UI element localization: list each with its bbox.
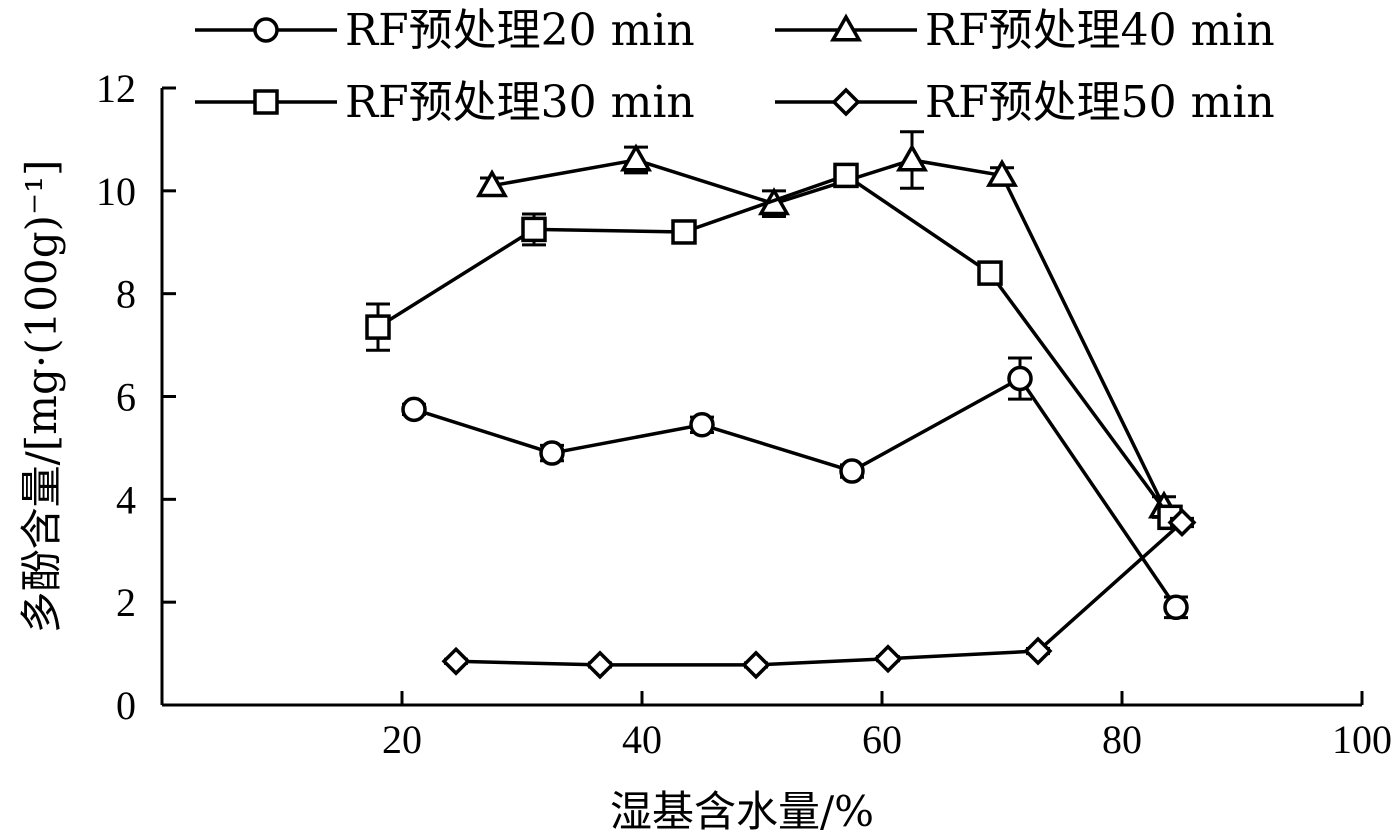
data-point-diamond [441, 646, 471, 676]
y-axis-title: 多酚含量/[mg·(100g)⁻¹] [17, 160, 66, 634]
data-point-circle [1007, 365, 1033, 392]
y-tick-label: 4 [116, 477, 136, 522]
data-point-circle [1163, 594, 1189, 621]
data-point-circle [839, 458, 865, 484]
y-tick-label: 12 [96, 66, 136, 111]
series-square [365, 162, 1183, 531]
x-tick-label: 20 [382, 717, 422, 762]
legend-marker-diamond [831, 87, 861, 117]
data-point-circle [401, 396, 427, 423]
series-line [455, 521, 1184, 667]
x-tick-label: 60 [862, 717, 902, 762]
legend: RF预处理20 min RF预处理40 min RF预处理30 min RF预处理50… [195, 5, 1275, 128]
data-point-diamond [585, 650, 615, 680]
legend-label: RF预处理50 min [925, 77, 1275, 128]
series-circle [401, 356, 1189, 621]
legend-label: RF预处理20 min [345, 5, 695, 56]
y-tick-label: 0 [116, 683, 136, 728]
series-diamond [441, 507, 1197, 680]
legend-label: RF预处理40 min [925, 5, 1275, 56]
series-triangle [475, 130, 1181, 519]
data-point-diamond [873, 644, 903, 674]
series-line [377, 173, 1172, 519]
series-line [413, 376, 1178, 609]
x-tick-label: 40 [622, 717, 662, 762]
legend-marker-square [253, 89, 279, 115]
legend-item: RF预处理50 min [775, 77, 1275, 128]
legend-label: RF预处理30 min [345, 77, 695, 128]
data-point-triangle [895, 143, 929, 172]
y-tick-label: 2 [116, 580, 136, 625]
legend-item: RF预处理20 min [195, 5, 695, 56]
data-point-circle [539, 440, 565, 466]
data-point-square [521, 216, 547, 243]
x-tick-label: 80 [1102, 717, 1142, 762]
data-point-diamond [741, 650, 771, 680]
data-point-square [365, 314, 391, 340]
data-point-diamond [1167, 507, 1197, 537]
legend-item: RF预处理40 min [775, 5, 1275, 56]
y-tick-label: 8 [116, 272, 136, 317]
legend-marker-triangle [829, 13, 863, 42]
data-point-square [977, 260, 1003, 286]
data-point-triangle [619, 143, 653, 172]
x-tick-label: 100 [1332, 717, 1392, 762]
y-tick-label: 10 [96, 169, 136, 214]
series-line [491, 158, 1166, 508]
ticks: 0 2 4 6 8 10 12 20 40 60 80 100 [96, 66, 1392, 762]
legend-marker-circle [253, 17, 279, 43]
x-axis-title: 湿基含水量/% [610, 787, 874, 836]
data-point-circle [689, 412, 715, 438]
data-point-triangle [985, 158, 1019, 187]
data-point-square [671, 219, 697, 245]
data-point-triangle [475, 169, 509, 198]
data-point-diamond [1023, 636, 1053, 666]
data-point-square [833, 162, 859, 189]
y-tick-label: 6 [116, 375, 136, 420]
legend-item: RF预处理30 min [195, 77, 695, 128]
series-group [365, 130, 1197, 680]
